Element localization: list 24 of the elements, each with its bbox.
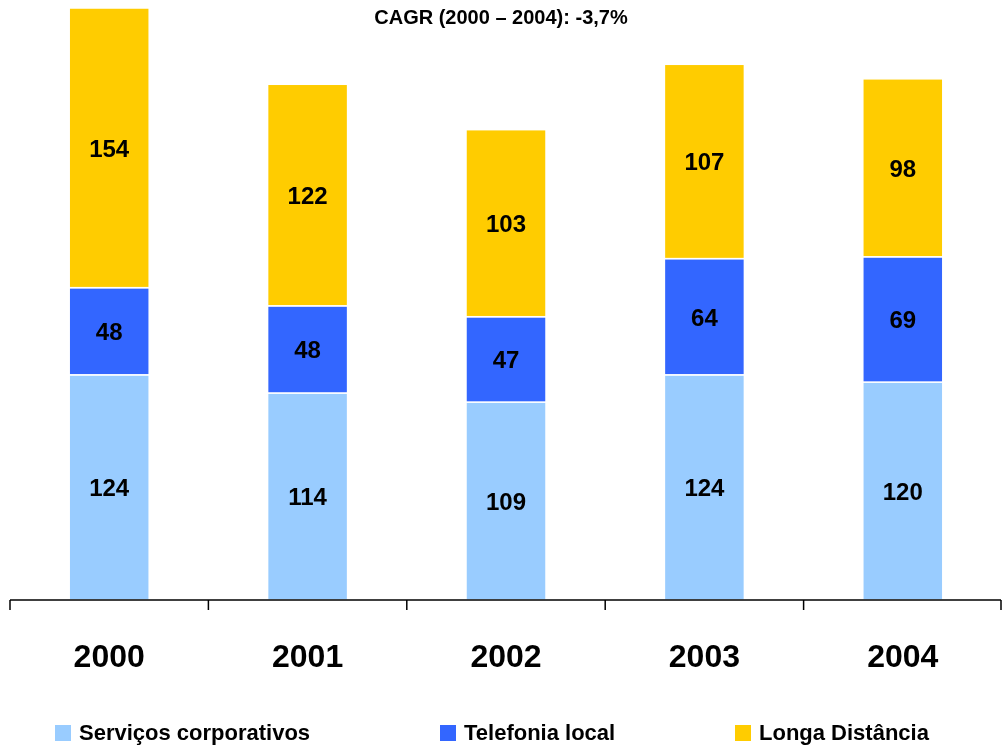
data-label: 48 — [95, 318, 123, 346]
data-label: 122 — [287, 182, 328, 210]
data-label: 64 — [691, 303, 719, 331]
legend-label: Telefonia local — [464, 720, 616, 745]
legend-label: Serviços corporativos — [79, 720, 311, 745]
data-label: 109 — [485, 488, 527, 516]
data-label: 48 — [294, 336, 321, 364]
data-label: 107 — [684, 148, 725, 176]
data-label: 154 — [89, 134, 130, 162]
data-label: 114 — [288, 483, 328, 511]
data-label: 103 — [485, 210, 527, 238]
data-label: 120 — [882, 478, 923, 506]
chart-title: CAGR (2000 – 2004): -3,7% — [374, 6, 628, 28]
x-tick-label: 2000 — [73, 638, 145, 674]
legend-label: Longa Distância — [759, 720, 930, 745]
x-tick-label: 2001 — [272, 638, 344, 674]
data-label: 98 — [889, 154, 917, 182]
data-label: 47 — [492, 346, 520, 374]
data-label: 124 — [89, 474, 130, 502]
data-label: 69 — [889, 306, 917, 334]
x-tick-label: 2004 — [867, 638, 939, 674]
data-label: 124 — [684, 474, 726, 502]
x-tick-label: 2003 — [668, 638, 740, 674]
x-tick-label: 2002 — [470, 638, 542, 674]
